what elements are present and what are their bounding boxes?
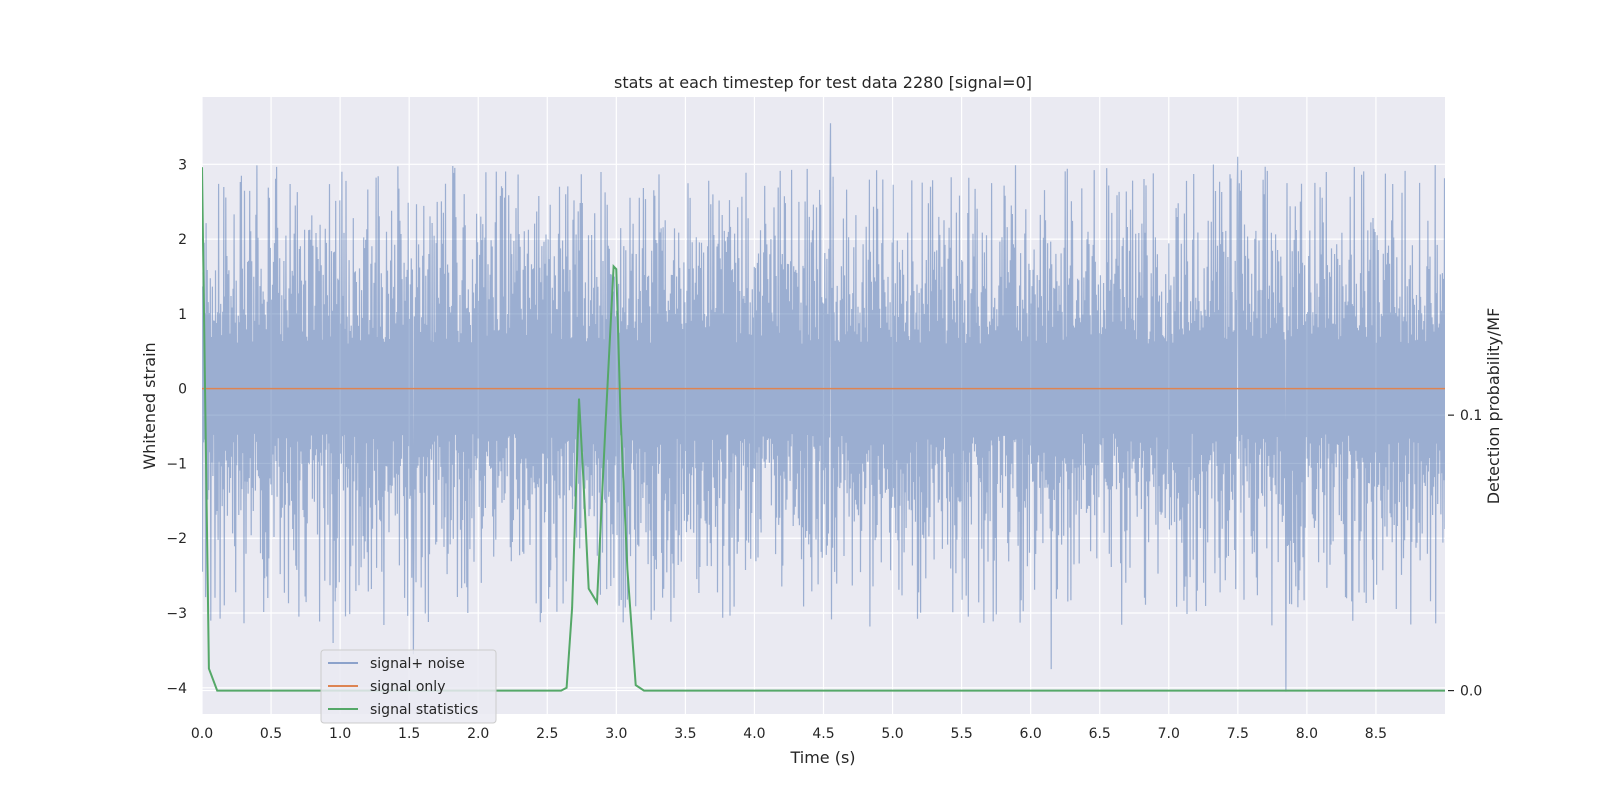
legend-label-signal-only: signal only — [370, 679, 445, 695]
y2-axis-label: Detection probability/MF — [1484, 308, 1503, 505]
y2-tick-label: 0.1 — [1460, 408, 1482, 424]
legend-label-signal-statistics: signal statistics — [370, 702, 478, 718]
x-tick-label: 3.0 — [605, 726, 627, 742]
y-tick-label: 3 — [178, 157, 187, 173]
x-tick-label: 7.0 — [1158, 726, 1180, 742]
y-tick-label: 1 — [178, 307, 187, 323]
x-tick-label: 6.0 — [1020, 726, 1042, 742]
x-tick-label: 6.5 — [1089, 726, 1111, 742]
plot-area — [202, 123, 1445, 692]
y-tick-label: −3 — [166, 606, 187, 622]
x-axis-label: Time (s) — [789, 748, 855, 767]
x-tick-label: 3.5 — [674, 726, 696, 742]
x-tick-label: 4.0 — [743, 726, 765, 742]
y-tick-label: −2 — [166, 531, 187, 547]
y-axis: 3 2 1 0 −1 −2 −3 −4 — [166, 157, 187, 697]
y-tick-label: 2 — [178, 232, 187, 248]
y-axis-label: Whitened strain — [140, 342, 159, 469]
x-axis: 0.0 0.5 1.0 1.5 2.0 2.5 3.0 3.5 4.0 4.5 5.0 5.5 6.0 6… — [191, 726, 1387, 742]
x-tick-label: 2.0 — [467, 726, 489, 742]
legend-label-signal-noise: signal+ noise — [370, 656, 465, 672]
y2-axis: 0.1 0.0 — [1448, 408, 1482, 700]
x-tick-label: 7.5 — [1227, 726, 1249, 742]
legend-box — [320, 649, 497, 724]
x-tick-label: 8.5 — [1365, 726, 1387, 742]
x-tick-label: 0.5 — [260, 726, 282, 742]
x-tick-label: 5.5 — [950, 726, 972, 742]
x-tick-label: 5.0 — [881, 726, 903, 742]
x-tick-label: 2.5 — [536, 726, 558, 742]
y-tick-label: −4 — [166, 681, 187, 697]
y2-tick-label: 0.0 — [1460, 684, 1482, 700]
series-signal-noise-line — [202, 123, 1445, 692]
x-tick-label: 1.0 — [329, 726, 351, 742]
series-signal-statistics-line — [202, 167, 1445, 692]
legend: signal+ noise signal only signal statist… — [320, 649, 497, 724]
y-tick-label: −1 — [166, 456, 187, 472]
x-tick-label: 0.0 — [191, 726, 213, 742]
x-tick-label: 4.5 — [812, 726, 834, 742]
x-tick-label: 1.5 — [398, 726, 420, 742]
y-tick-label: 0 — [178, 382, 187, 398]
x-tick-label: 8.0 — [1296, 726, 1318, 742]
chart-title: stats at each timestep for test data 228… — [614, 73, 1032, 92]
